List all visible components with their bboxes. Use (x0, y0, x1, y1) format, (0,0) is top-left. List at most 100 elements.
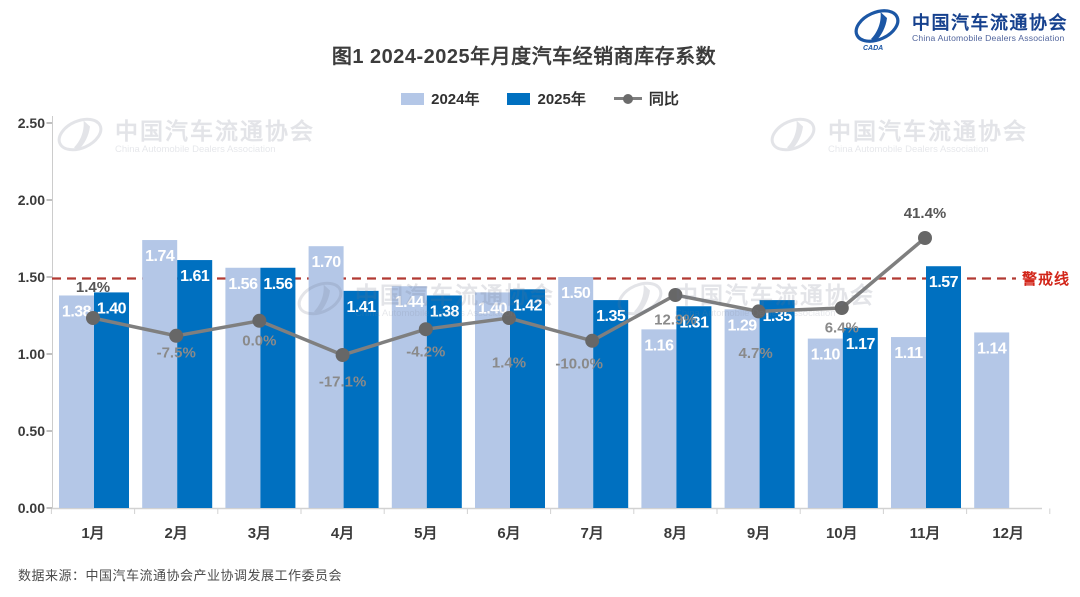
x-axis-label: 5月 (414, 525, 437, 542)
bar-label-2024-10月: 1.10 (811, 347, 841, 364)
yoy-label-10月: 6.4% (825, 320, 859, 337)
yoy-point-2月 (169, 328, 184, 343)
bar-2024-8月 (641, 329, 677, 508)
x-axis-label: 12月 (992, 525, 1024, 542)
bar-2024-10月 (807, 338, 843, 508)
bar-label-2025-11月: 1.57 (929, 274, 959, 291)
bar-label-2024-1月: 1.38 (62, 303, 92, 320)
chart-canvas: 0.00 0.50 1.00 1.50 2.00 2.50 1月 2月 3月 4月 5月 6月 7月 8月… (18, 115, 1070, 542)
bar-2025-2月 (177, 260, 213, 508)
x-axis-label: 1月 (81, 525, 104, 542)
cada-logo: CADA 中国汽车流通协会 China Automobile Dealers A… (852, 5, 1068, 52)
yoy-point-1月 (86, 311, 100, 325)
data-source: 数据来源：中国汽车流通协会产业协调发展工作委员会 (18, 568, 343, 583)
bar-2025-1月 (94, 292, 129, 508)
bar-2025-3月 (260, 267, 296, 508)
bar-2024-9月 (724, 309, 760, 508)
legend-item-2024: 2024年 (401, 88, 479, 109)
bar-label-2025-4月: 1.41 (347, 299, 377, 316)
bar-label-2024-4月: 1.70 (312, 254, 342, 271)
yoy-label-9月: 4.7% (738, 345, 772, 362)
bar-2025-5月 (426, 295, 462, 508)
bar-label-2025-6月: 1.42 (513, 297, 543, 314)
legend-label-2025: 2025年 (537, 91, 586, 108)
bar-2024-7月 (558, 277, 594, 508)
yoy-label-1月: 1.4% (76, 279, 110, 296)
bar-2025-10月 (842, 327, 878, 508)
x-axis-label: 7月 (581, 525, 604, 542)
bar-label-2025-2月: 1.61 (180, 268, 210, 285)
legend-swatch-2025-icon (507, 92, 531, 105)
bar-label-2024-7月: 1.50 (561, 285, 591, 302)
bar-label-2025-1月: 1.40 (97, 300, 127, 317)
yoy-label-6月: 1.4% (492, 355, 526, 372)
bar-label-2025-10月: 1.17 (846, 336, 876, 353)
legend-swatch-2024-icon (401, 92, 425, 105)
warning-line-label: 警戒线 (1021, 270, 1070, 288)
bar-label-2024-5月: 1.44 (395, 294, 425, 311)
bar-label-2024-9月: 1.29 (728, 317, 758, 334)
yoy-point-4月 (335, 348, 350, 362)
cada-logo-abbr: CADA (863, 45, 883, 52)
x-axis-label: 8月 (664, 525, 687, 542)
y-axis-tick-label: 2.50 (18, 115, 45, 131)
y-axis-tick-label: 0.50 (18, 423, 45, 439)
bar-label-2024-8月: 1.16 (644, 337, 674, 354)
yoy-point-3月 (252, 313, 267, 328)
bar-label-2024-3月: 1.56 (228, 276, 258, 293)
x-axis-label: 4月 (331, 525, 354, 542)
yoy-label-2月: -7.5% (157, 344, 196, 361)
cada-logo-icon: CADA (854, 9, 900, 52)
bar-2024-6月 (475, 292, 510, 508)
logo-name-en: China Automobile Dealers Association (912, 32, 1065, 43)
y-axis-tick-label: 1.50 (18, 269, 45, 285)
bar-2025-9月 (759, 300, 795, 508)
bar-2024-12月 (974, 332, 1010, 508)
y-axis-tick-label: 1.00 (18, 346, 45, 362)
bar-2025-8月 (676, 306, 712, 508)
bar-2024-11月 (891, 337, 926, 508)
yoy-label-4月: -17.1% (319, 374, 367, 391)
yoy-point-7月 (585, 333, 600, 348)
bar-label-2025-8月: 1.31 (679, 314, 709, 331)
x-axis-label: 6月 (497, 525, 520, 542)
chart-legend: 2024年 2025年 同比 (0, 88, 1080, 109)
legend-label-yoy: 同比 (648, 91, 679, 108)
bar-label-2025-7月: 1.35 (596, 308, 626, 325)
x-axis-label: 11月 (910, 525, 941, 542)
yoy-point-6月 (502, 311, 516, 325)
yoy-label-3月: 0.0% (242, 332, 276, 349)
x-axis-label: 2月 (165, 525, 188, 542)
bar-label-2025-5月: 1.38 (430, 303, 460, 320)
legend-line-marker-icon (613, 93, 642, 104)
yoy-point-11月 (918, 231, 932, 245)
yoy-label-8月: 12.9% (654, 312, 697, 329)
yoy-label-11月: 41.4% (904, 205, 947, 222)
bar-2025-7月 (593, 300, 629, 508)
bar-2025-11月 (926, 266, 961, 508)
bar-2024-4月 (308, 246, 344, 508)
x-axis-label: 9月 (747, 525, 770, 542)
yoy-point-8月 (668, 288, 683, 302)
bar-2024-3月 (225, 267, 261, 508)
bar-label-2025-3月: 1.56 (263, 276, 293, 293)
legend-item-yoy: 同比 (613, 88, 679, 109)
bar-label-2024-11月: 1.11 (894, 345, 923, 362)
y-axis-tick-label: 2.00 (18, 192, 45, 208)
bar-2024-1月 (59, 295, 94, 508)
x-axis-label: 3月 (248, 525, 271, 542)
legend-label-2024: 2024年 (431, 91, 480, 108)
yoy-point-5月 (418, 322, 433, 337)
yoy-point-9月 (751, 304, 766, 319)
legend-item-2025: 2025年 (507, 88, 586, 109)
bar-2024-2月 (142, 240, 178, 509)
bar-label-2024-2月: 1.74 (145, 248, 175, 265)
yoy-label-5月: -4.2% (406, 344, 445, 361)
bar-2025-4月 (343, 290, 379, 508)
yoy-point-10月 (834, 301, 849, 315)
bar-label-2024-6月: 1.40 (478, 300, 508, 317)
bar-label-2024-12月: 1.14 (977, 340, 1007, 357)
chart-title: 图1 2024-2025年月度汽车经销商库存系数 (331, 46, 717, 68)
yoy-label-7月: -10.0% (555, 355, 603, 372)
